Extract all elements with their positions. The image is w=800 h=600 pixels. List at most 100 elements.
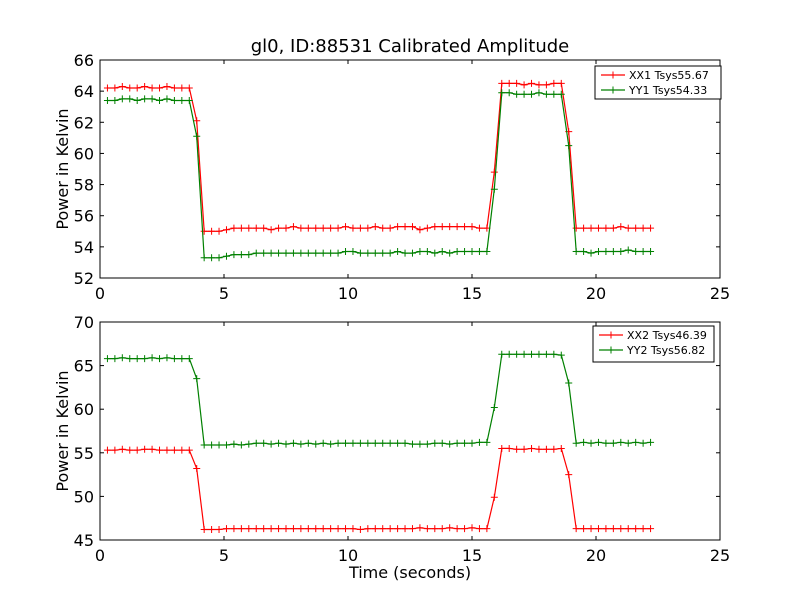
data-point	[364, 439, 372, 447]
data-point	[334, 439, 342, 447]
legend-marker	[607, 331, 615, 339]
data-point	[609, 224, 617, 232]
data-point	[133, 355, 141, 363]
data-point	[408, 249, 416, 257]
data-point	[468, 524, 476, 532]
data-point	[408, 223, 416, 231]
data-point	[617, 438, 625, 446]
data-point	[520, 350, 528, 358]
data-point	[156, 355, 164, 363]
data-point	[141, 95, 149, 103]
y-axis-label: Power in Kelvin	[53, 108, 72, 229]
data-point	[438, 439, 446, 447]
data-point	[401, 249, 409, 257]
data-point	[594, 438, 602, 446]
data-point	[349, 248, 357, 256]
data-point	[215, 254, 223, 262]
data-point	[401, 439, 409, 447]
data-point	[423, 525, 431, 533]
data-point	[118, 95, 126, 103]
x-tick-label: 15	[462, 546, 482, 565]
data-point	[163, 354, 171, 362]
data-point	[602, 248, 610, 256]
x-tick-label: 5	[219, 284, 229, 303]
data-point	[453, 223, 461, 231]
data-point	[587, 249, 595, 257]
data-point	[513, 350, 521, 358]
data-point	[230, 440, 238, 448]
data-point	[490, 403, 498, 411]
data-point	[542, 350, 550, 358]
data-point	[423, 248, 431, 256]
figure-title: gl0, ID:88531 Calibrated Amplitude	[251, 36, 570, 57]
data-point	[252, 439, 260, 447]
data-point	[118, 354, 126, 362]
data-point	[230, 525, 238, 533]
data-point	[587, 525, 595, 533]
data-point	[170, 96, 178, 104]
data-point	[565, 471, 573, 479]
data-point	[163, 95, 171, 103]
data-point	[185, 355, 193, 363]
data-point	[520, 90, 528, 98]
data-point	[312, 525, 320, 533]
data-point	[185, 446, 193, 454]
legend-label: YY1 Tsys54.33	[628, 84, 707, 97]
data-point	[371, 439, 379, 447]
data-point	[260, 439, 268, 447]
data-point	[632, 248, 640, 256]
data-point	[289, 439, 297, 447]
data-point	[453, 439, 461, 447]
data-point	[327, 440, 335, 448]
data-point	[416, 248, 424, 256]
data-point	[498, 79, 506, 87]
y-tick-label: 45	[74, 531, 94, 550]
data-point	[297, 249, 305, 257]
y-tick-label: 60	[74, 144, 94, 163]
data-point	[312, 440, 320, 448]
data-point	[438, 525, 446, 533]
data-point	[133, 84, 141, 92]
data-point	[513, 79, 521, 87]
data-point	[275, 249, 283, 257]
data-point	[624, 224, 632, 232]
data-point	[609, 439, 617, 447]
data-point	[594, 224, 602, 232]
data-point	[505, 444, 513, 452]
data-point	[319, 249, 327, 257]
data-point	[208, 254, 216, 262]
data-point	[126, 84, 134, 92]
legend-label: XX2 Tsys46.39	[627, 329, 707, 342]
data-point	[208, 526, 216, 534]
data-point	[602, 224, 610, 232]
data-point	[364, 525, 372, 533]
data-point	[103, 96, 111, 104]
x-tick-label: 20	[586, 284, 606, 303]
data-point	[275, 439, 283, 447]
data-point	[126, 446, 134, 454]
data-point	[222, 441, 230, 449]
data-point	[490, 493, 498, 501]
data-point	[260, 249, 268, 257]
data-point	[572, 224, 580, 232]
data-point	[342, 248, 350, 256]
data-point	[461, 439, 469, 447]
x-tick-label: 10	[338, 284, 358, 303]
top-panel: 0 5 10 15 20 25 52 54 56 58 60 62 64 66 Power in Kelvi…	[53, 51, 730, 303]
data-point	[208, 441, 216, 449]
data-point	[513, 90, 521, 98]
data-point	[475, 438, 483, 446]
data-point	[200, 526, 208, 534]
x-tick-label: 25	[710, 546, 730, 565]
data-point	[356, 439, 364, 447]
data-point	[342, 439, 350, 447]
y-tick-label: 54	[74, 238, 94, 257]
data-point	[163, 82, 171, 90]
x-tick-label: 20	[586, 546, 606, 565]
data-point	[386, 525, 394, 533]
data-point	[356, 249, 364, 257]
data-point	[267, 440, 275, 448]
data-point	[230, 224, 238, 232]
data-point	[535, 445, 543, 453]
data-point	[468, 248, 476, 256]
